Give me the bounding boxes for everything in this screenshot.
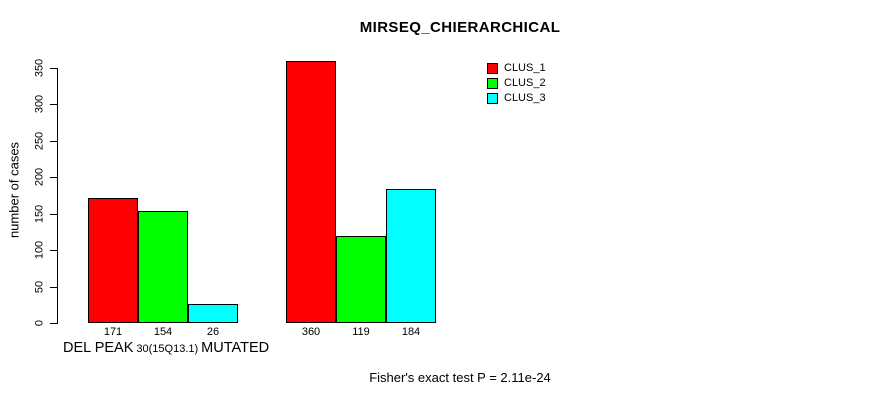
legend: CLUS_1 CLUS_2 CLUS_3 [487, 61, 546, 106]
y-tick-label: 150 [33, 204, 46, 223]
bar-clus-3-group-1 [188, 304, 238, 323]
y-axis-label: number of cases [6, 141, 22, 239]
stat-annotation: Fisher's exact test P = 2.11e-24 [369, 370, 551, 385]
y-tick-label: 350 [33, 58, 46, 78]
bar-clus-1-group-1 [88, 198, 138, 323]
y-tick-mark [50, 287, 57, 288]
x-axis-label-part3: MUTATED [201, 340, 270, 356]
x-axis-label: DEL PEAK 30(15Q13.1) MUTATED [63, 339, 269, 357]
bar-clus-2-group-1 [138, 211, 188, 323]
y-tick-mark [50, 104, 57, 105]
y-tick-mark [50, 323, 57, 324]
y-tick-label: 300 [33, 95, 46, 114]
bar-clus-1-group-2 [286, 61, 336, 323]
legend-swatch-clus-3 [487, 93, 498, 104]
x-axis-label-part2: 30(15Q13.1) [136, 343, 199, 355]
y-tick-label: 50 [33, 280, 46, 293]
y-tick-label: 100 [33, 240, 46, 260]
bar-value-label: 184 [401, 326, 421, 338]
y-tick-mark [50, 68, 57, 69]
y-axis-line [57, 68, 58, 324]
bar-value-label: 119 [352, 326, 370, 338]
y-tick-label: 200 [33, 168, 46, 187]
bar-value-label: 171 [103, 326, 123, 338]
legend-swatch-clus-1 [487, 63, 498, 74]
y-tick-label: 0 [33, 319, 46, 327]
y-tick-label: 250 [33, 131, 46, 151]
bar-clus-3-group-2 [386, 189, 436, 323]
y-tick-mark [50, 177, 57, 178]
y-tick-mark [50, 250, 57, 251]
bar-clus-2-group-2 [336, 236, 386, 323]
bar-value-label: 360 [301, 326, 321, 338]
legend-label: CLUS_1 [504, 62, 546, 74]
bar-value-label: 26 [206, 326, 220, 338]
legend-swatch-clus-2 [487, 78, 498, 89]
chart-title: MIRSEQ_CHIERARCHICAL [359, 19, 561, 36]
legend-item-clus-1: CLUS_1 [487, 61, 546, 76]
legend-label: CLUS_3 [504, 92, 546, 104]
legend-item-clus-2: CLUS_2 [487, 76, 546, 91]
legend-item-clus-3: CLUS_3 [487, 91, 546, 106]
y-tick-mark [50, 214, 57, 215]
legend-label: CLUS_2 [504, 77, 546, 89]
y-tick-mark [50, 141, 57, 142]
bar-value-label: 154 [153, 326, 173, 338]
x-axis-label-part1: DEL PEAK [63, 340, 134, 356]
